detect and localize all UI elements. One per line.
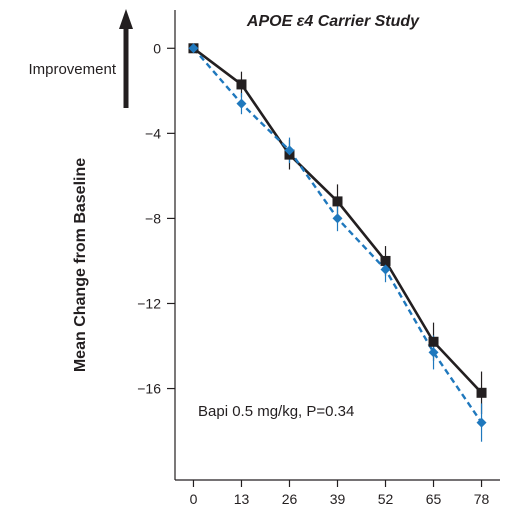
- data-point: [428, 347, 439, 358]
- plot-area: 0 −4 −8 −12 −16 0 13 26 39 52 65 78: [137, 10, 500, 507]
- y-tick-label: −16: [137, 381, 161, 397]
- improvement-label: Improvement: [28, 61, 116, 78]
- x-tick-label: 13: [234, 491, 250, 507]
- data-point: [476, 387, 487, 398]
- y-ticks: 0 −4 −8 −12 −16: [137, 40, 175, 397]
- x-tick-label: 78: [474, 491, 490, 507]
- x-tick-label: 65: [426, 491, 442, 507]
- x-tick-label: 52: [378, 491, 394, 507]
- y-tick-label: 0: [153, 40, 161, 56]
- series-layer: [188, 43, 487, 442]
- y-axis-label: Mean Change from Baseline: [72, 158, 89, 372]
- x-tick-label: 39: [330, 491, 346, 507]
- series-2-markers: [188, 43, 487, 428]
- data-point: [476, 417, 487, 428]
- x-ticks: 0 13 26 39 52 65 78: [190, 480, 490, 507]
- y-tick-label: −8: [145, 210, 161, 226]
- series-2: [192, 47, 483, 442]
- data-point: [188, 43, 199, 54]
- data-point: [332, 196, 343, 207]
- data-point: [380, 255, 391, 266]
- data-point: [332, 213, 343, 224]
- improvement-arrow: [119, 9, 133, 108]
- series-line: [192, 47, 483, 424]
- chart-title: APOE ε4 Carrier Study: [246, 13, 420, 30]
- y-tick-label: −4: [145, 125, 161, 141]
- x-tick-label: 0: [190, 491, 198, 507]
- data-point: [428, 336, 439, 347]
- annotation: Bapi 0.5 mg/kg, P=0.34: [198, 403, 354, 420]
- improvement-arrow-head: [119, 9, 133, 29]
- data-point: [284, 145, 295, 156]
- data-point: [236, 98, 247, 109]
- y-tick-label: −12: [137, 295, 161, 311]
- x-tick-label: 26: [282, 491, 298, 507]
- data-point: [236, 79, 247, 90]
- data-point: [380, 264, 391, 275]
